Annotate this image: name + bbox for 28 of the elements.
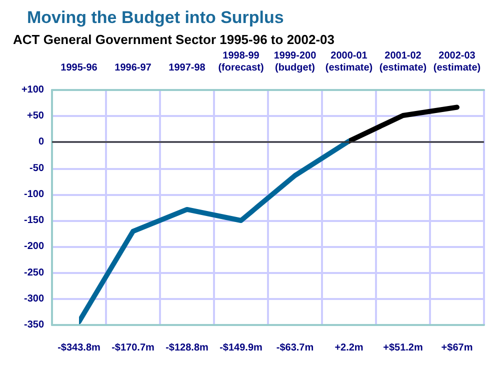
- x-tick-label: 1995-96: [60, 62, 98, 74]
- x-tick-label: 1997-98: [168, 62, 206, 74]
- data-label: +2.2m: [334, 342, 364, 354]
- y-tick-label: -100: [24, 188, 44, 200]
- y-tick-label: +100: [21, 84, 44, 96]
- y-tick-label: -150: [24, 215, 44, 226]
- data-label: -$128.8m: [166, 342, 209, 354]
- data-label: -$170.7m: [112, 342, 155, 354]
- data-label: -$343.8m: [58, 342, 101, 354]
- y-tick-label: +50: [27, 110, 44, 122]
- x-tick-label: 2001-02 (estimate): [379, 50, 427, 74]
- y-tick-label: -250: [24, 267, 44, 278]
- y-tick-label: -300: [24, 293, 44, 304]
- y-tick-label: -50: [30, 162, 44, 174]
- chart-subtitle: ACT General Government Sector 1995-96 to 2002-03: [13, 32, 335, 47]
- x-tick-label: 1996-97: [114, 62, 152, 74]
- y-tick-label: 0: [38, 136, 44, 148]
- y-tick-label: -200: [24, 241, 44, 252]
- y-tick-label: -350: [24, 320, 44, 330]
- data-label: -$149.9m: [220, 342, 263, 354]
- x-tick-label: 1999-200 (budget): [274, 50, 317, 74]
- data-label: +$67m: [441, 342, 473, 354]
- x-tick-label: 2002-03 (estimate): [433, 50, 481, 74]
- chart-title: Moving the Budget into Surplus: [27, 8, 284, 27]
- data-label: -$63.7m: [276, 342, 314, 354]
- data-label: +$51.2m: [383, 342, 423, 354]
- x-tick-label: 1998-99 (forecast): [218, 50, 264, 74]
- x-tick-label: 2000-01 (estimate): [325, 50, 373, 74]
